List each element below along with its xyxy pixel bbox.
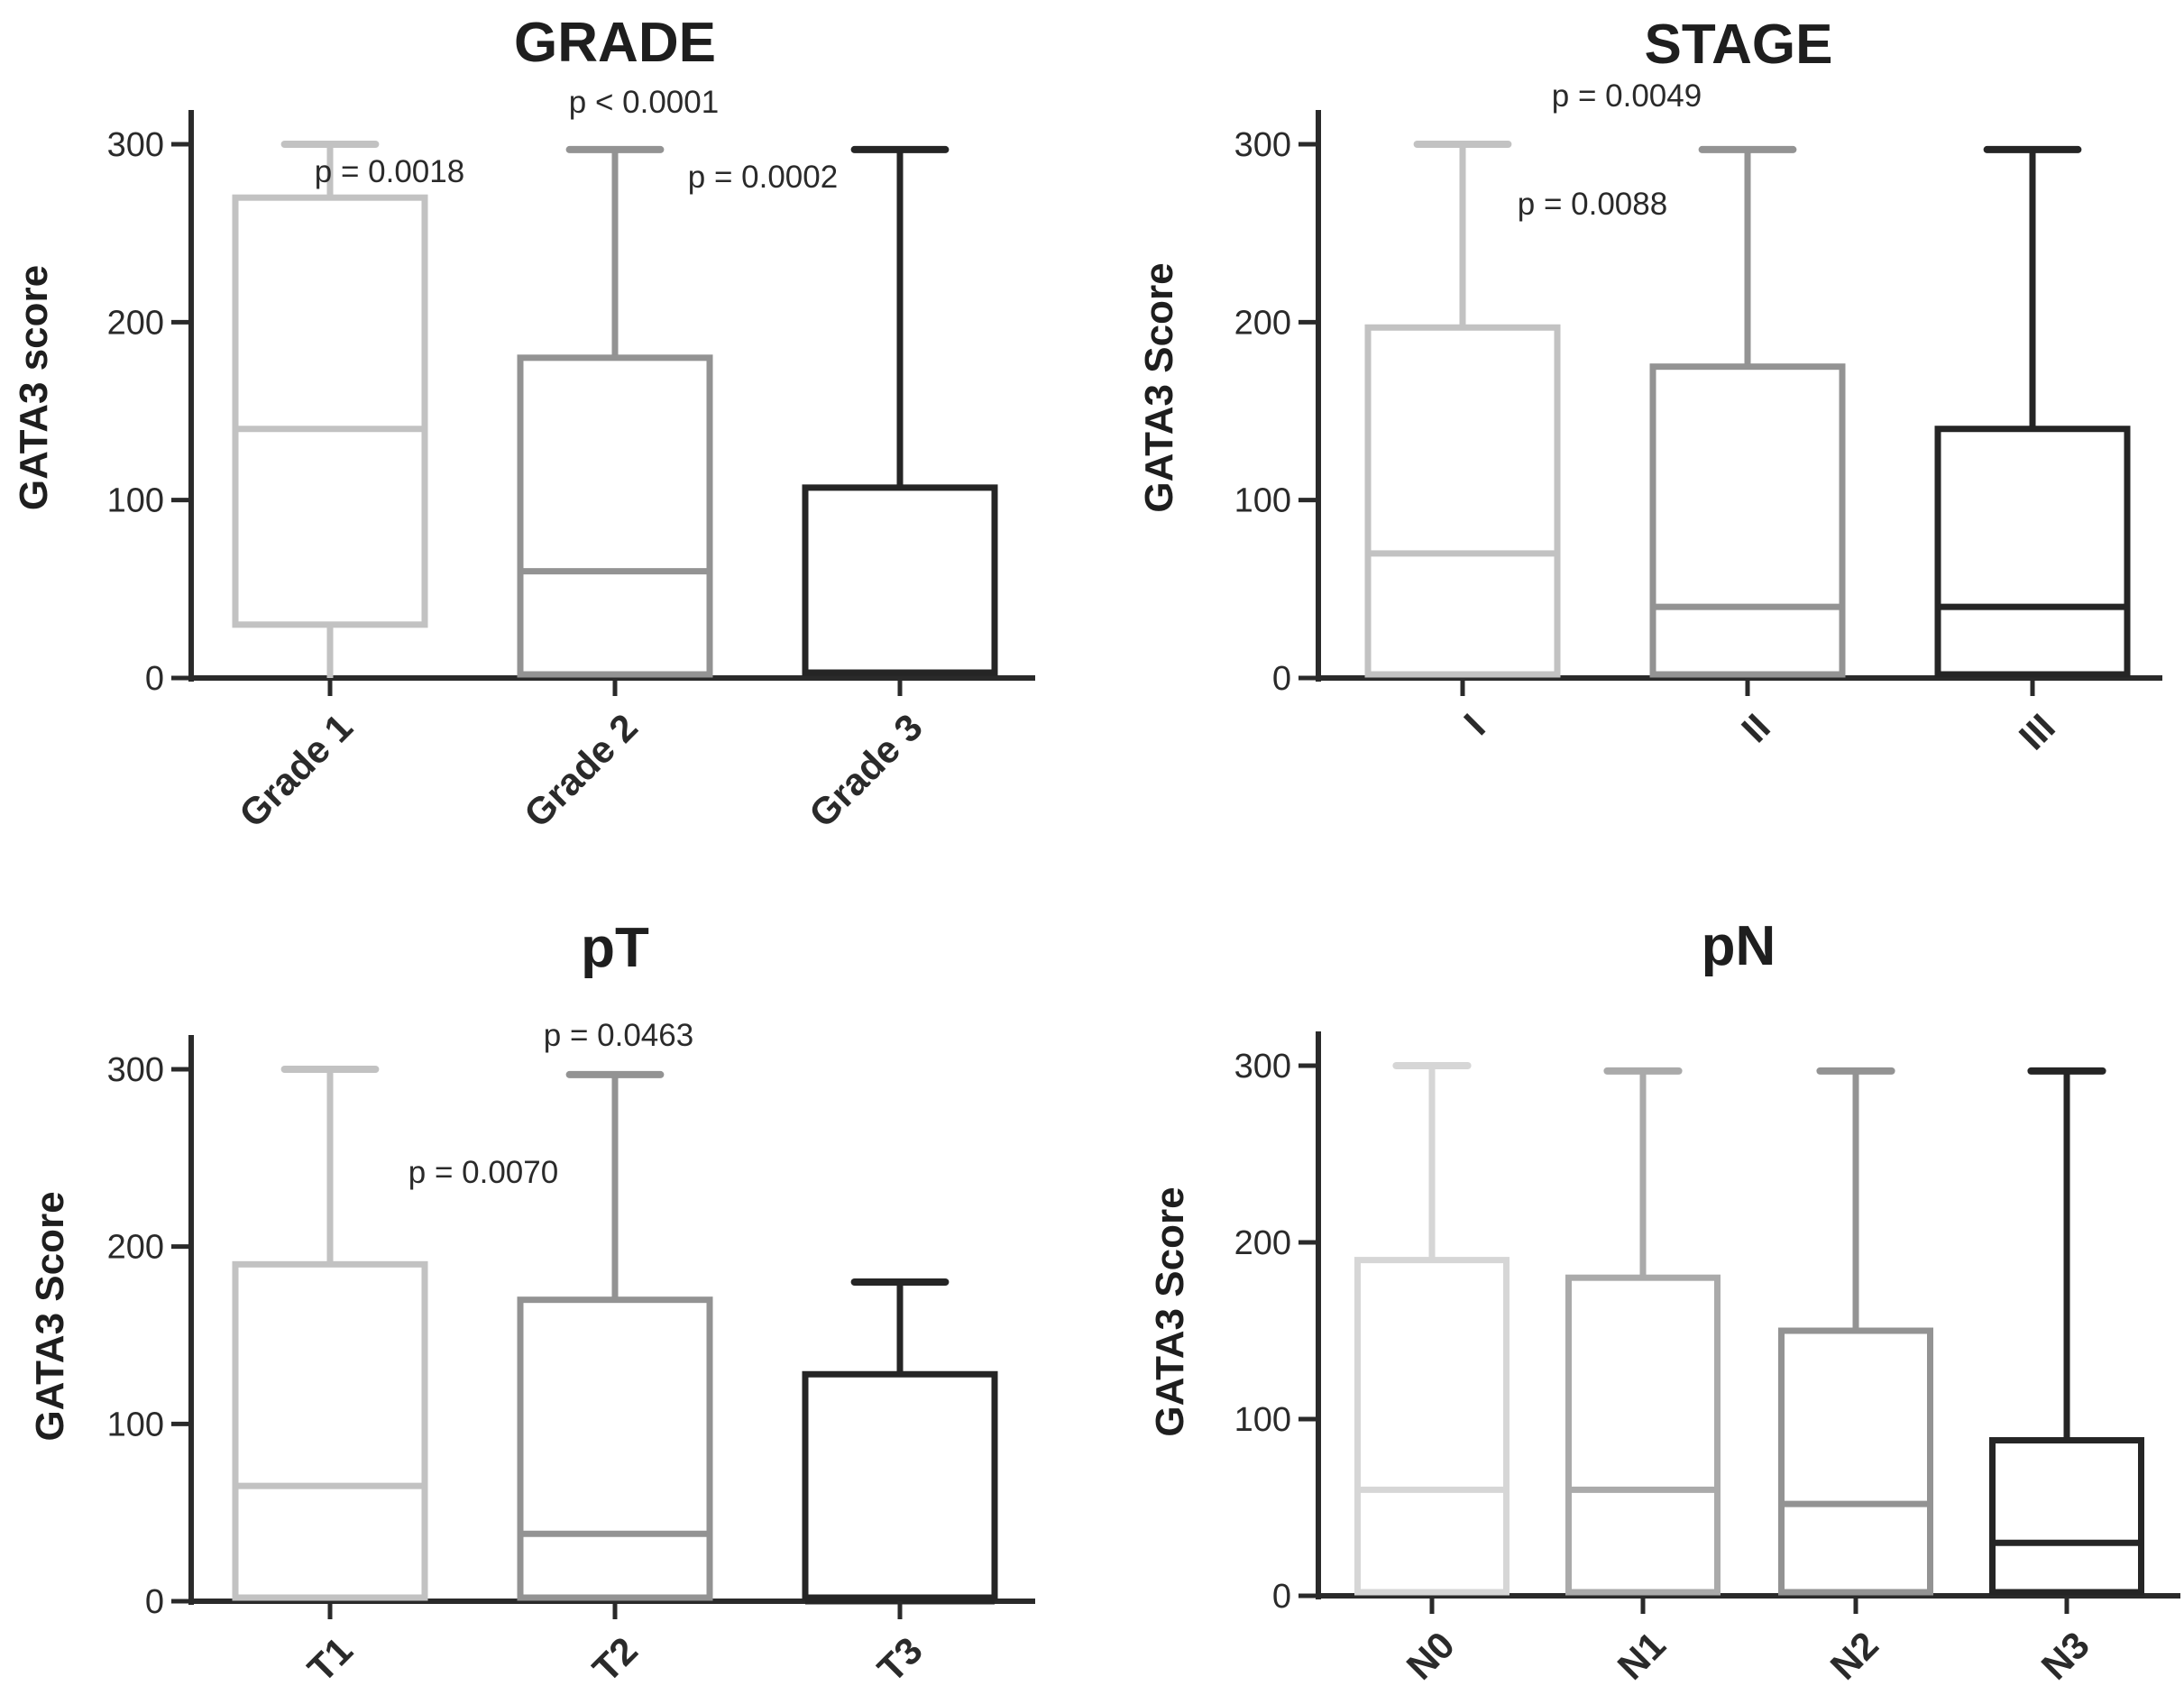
pn-y-tick-label: 100	[1234, 1401, 1291, 1439]
pt-box-1	[232, 1066, 428, 1601]
stage-y-tick-label: 100	[1234, 482, 1291, 520]
pn-box-4	[1989, 1067, 2144, 1596]
stage-p-value: p = 0.0088	[1518, 187, 1667, 222]
stage-x-tick-label: III	[2011, 706, 2063, 758]
pn-y-tick-label: 0	[1272, 1578, 1291, 1616]
grade-y-tick-label: 0	[145, 660, 164, 698]
grade-y-tick-label: 300	[107, 126, 164, 164]
pn-y-tick-label: 300	[1234, 1048, 1291, 1086]
pn-x-tick-label: N0	[1399, 1624, 1463, 1688]
pt-box-3	[802, 1278, 998, 1605]
grade-panel: GRADE GATA3 score 0 100 200 300 Grade 1 Grade 2…	[12, 12, 1035, 835]
stage-y-tick-label: 200	[1234, 304, 1291, 342]
stage-box-1	[1364, 141, 1561, 678]
pn-box-1	[1354, 1062, 1510, 1596]
pt-panel: pT GATA3 Score 0 100 200 300 T1 T2 T3 p = 0.0463 p…	[28, 917, 1035, 1690]
stage-x-tick-label: I	[1455, 706, 1492, 743]
stage-box-2	[1649, 145, 1846, 678]
grade-p-value: p = 0.0018	[315, 154, 464, 189]
pt-y-tick-label: 100	[107, 1406, 164, 1443]
pt-p-value: p = 0.0070	[408, 1155, 558, 1190]
pn-y-axis-label: GATA3 Score	[1148, 1186, 1192, 1436]
grade-box-3	[802, 145, 998, 676]
grade-iqr-box	[517, 354, 713, 678]
grade-y-axis-label: GATA3 score	[12, 265, 56, 510]
grade-iqr-box	[232, 194, 428, 628]
grade-x-tick-label: Grade 2	[516, 706, 646, 836]
grade-title: GRADE	[514, 12, 716, 74]
grade-box-1	[232, 141, 428, 678]
pt-title: pT	[581, 917, 649, 979]
pt-x-tick-label: T3	[869, 1629, 931, 1690]
pn-x-tick-label: N2	[1822, 1624, 1886, 1688]
stage-y-tick-label: 300	[1234, 126, 1291, 164]
pt-x-tick-label: T1	[299, 1629, 361, 1690]
pt-y-tick-label: 300	[107, 1051, 164, 1089]
pt-x-tick-label: T2	[584, 1629, 646, 1690]
grade-iqr-box	[802, 484, 998, 676]
stage-iqr-box	[1649, 363, 1846, 678]
pt-box-2	[517, 1070, 713, 1601]
pt-y-tick-label: 200	[107, 1229, 164, 1267]
grade-x-tick-label: Grade 1	[231, 706, 361, 836]
stage-iqr-box	[1934, 426, 2131, 678]
grade-p-value: p < 0.0001	[569, 85, 719, 120]
pn-x-tick-label: N1	[1610, 1624, 1674, 1688]
stage-box-3	[1934, 145, 2131, 678]
pt-iqr-box	[802, 1370, 998, 1601]
pt-y-axis-label: GATA3 Score	[28, 1191, 72, 1441]
pt-p-value: p = 0.0463	[544, 1018, 693, 1053]
grade-y-tick-label: 100	[107, 482, 164, 520]
stage-iqr-box	[1364, 324, 1561, 678]
pt-iqr-box	[232, 1260, 428, 1601]
stage-y-axis-label: GATA3 Score	[1137, 262, 1181, 512]
grade-y-tick-label: 200	[107, 304, 164, 342]
pt-iqr-box	[517, 1296, 713, 1601]
stage-title: STAGE	[1645, 14, 1833, 76]
pn-iqr-box	[1989, 1437, 2144, 1596]
pn-title: pN	[1702, 915, 1776, 977]
pt-y-tick-label: 0	[145, 1583, 164, 1621]
stage-y-tick-label: 0	[1272, 660, 1291, 698]
pn-iqr-box	[1354, 1257, 1510, 1596]
stage-p-value: p = 0.0049	[1552, 78, 1702, 114]
pn-box-2	[1565, 1067, 1721, 1596]
pn-iqr-box	[1565, 1274, 1721, 1596]
grade-p-value: p = 0.0002	[688, 160, 838, 195]
pn-iqr-box	[1778, 1327, 1933, 1596]
grade-box-2	[517, 145, 713, 678]
grade-x-tick-label: Grade 3	[801, 706, 931, 836]
pn-panel: pN GATA3 Score 0 100 200 300 N0 N1 N2 N3	[1148, 915, 2180, 1688]
pn-y-tick-label: 200	[1234, 1224, 1291, 1262]
pn-box-3	[1778, 1067, 1933, 1596]
pn-x-tick-label: N3	[2033, 1624, 2097, 1688]
stage-x-tick-label: II	[1733, 706, 1778, 751]
